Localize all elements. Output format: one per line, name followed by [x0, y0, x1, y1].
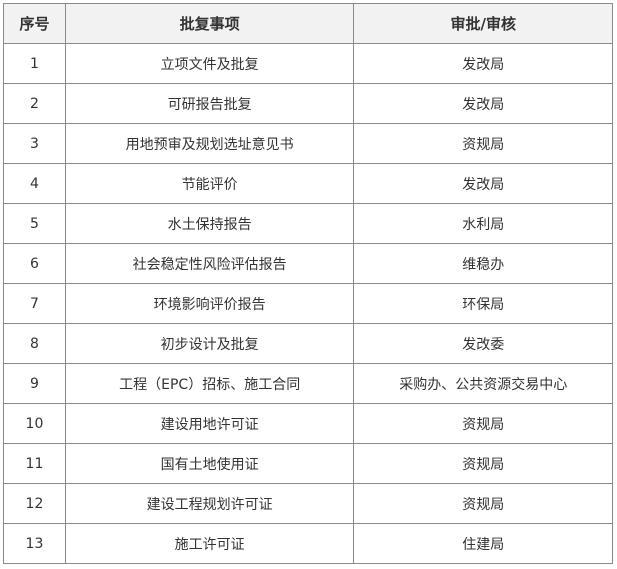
table-row: 5 水土保持报告 水利局 — [3, 203, 613, 244]
cell-index: 7 — [3, 283, 66, 324]
cell-index: 1 — [3, 43, 66, 84]
cell-item: 建设用地许可证 — [64, 403, 355, 444]
cell-item: 国有土地使用证 — [64, 443, 355, 484]
table-row: 3 用地预审及规划选址意见书 资规局 — [3, 123, 613, 164]
table-row: 8 初步设计及批复 发改委 — [3, 323, 613, 364]
table-row: 4 节能评价 发改局 — [3, 163, 613, 204]
cell-authority: 资规局 — [353, 123, 613, 164]
cell-index: 2 — [3, 83, 66, 124]
cell-item: 可研报告批复 — [64, 83, 355, 124]
cell-authority: 资规局 — [353, 483, 613, 524]
cell-authority: 住建局 — [353, 523, 613, 564]
cell-authority: 发改局 — [353, 43, 613, 84]
cell-authority: 水利局 — [353, 203, 613, 244]
cell-item: 用地预审及规划选址意见书 — [64, 123, 355, 164]
cell-item: 节能评价 — [64, 163, 355, 204]
table-row: 11 国有土地使用证 资规局 — [3, 443, 613, 484]
table-row: 6 社会稳定性风险评估报告 维稳办 — [3, 243, 613, 284]
table-row: 13 施工许可证 住建局 — [3, 523, 613, 564]
cell-item: 工程（EPC）招标、施工合同 — [64, 363, 355, 404]
table-row: 7 环境影响评价报告 环保局 — [3, 283, 613, 324]
cell-authority: 资规局 — [353, 443, 613, 484]
cell-item: 立项文件及批复 — [64, 43, 355, 84]
cell-index: 12 — [3, 483, 66, 524]
cell-item: 初步设计及批复 — [64, 323, 355, 364]
header-authority: 审批/审核 — [353, 3, 613, 44]
cell-index: 3 — [3, 123, 66, 164]
cell-item: 社会稳定性风险评估报告 — [64, 243, 355, 284]
table-row: 1 立项文件及批复 发改局 — [3, 43, 613, 84]
cell-authority: 维稳办 — [353, 243, 613, 284]
cell-authority: 发改委 — [353, 323, 613, 364]
cell-index: 4 — [3, 163, 66, 204]
cell-index: 9 — [3, 363, 66, 404]
table-row: 9 工程（EPC）招标、施工合同 采购办、公共资源交易中心 — [3, 363, 613, 404]
cell-index: 11 — [3, 443, 66, 484]
header-item: 批复事项 — [64, 3, 355, 44]
cell-index: 6 — [3, 243, 66, 284]
cell-index: 13 — [3, 523, 66, 564]
approval-table: 序号 批复事项 审批/审核 1 立项文件及批复 发改局 2 可研报告批复 发改局 3 用地预审… — [3, 3, 613, 564]
cell-authority: 环保局 — [353, 283, 613, 324]
cell-item: 建设工程规划许可证 — [64, 483, 355, 524]
cell-authority: 发改局 — [353, 83, 613, 124]
header-index: 序号 — [3, 3, 66, 44]
cell-item: 施工许可证 — [64, 523, 355, 564]
table-row: 2 可研报告批复 发改局 — [3, 83, 613, 124]
cell-item: 环境影响评价报告 — [64, 283, 355, 324]
cell-index: 8 — [3, 323, 66, 364]
cell-authority: 资规局 — [353, 403, 613, 444]
cell-authority: 发改局 — [353, 163, 613, 204]
header-row: 序号 批复事项 审批/审核 — [3, 3, 613, 44]
table-row: 10 建设用地许可证 资规局 — [3, 403, 613, 444]
table-row: 12 建设工程规划许可证 资规局 — [3, 483, 613, 524]
cell-index: 5 — [3, 203, 66, 244]
cell-authority: 采购办、公共资源交易中心 — [353, 363, 613, 404]
cell-index: 10 — [3, 403, 66, 444]
cell-item: 水土保持报告 — [64, 203, 355, 244]
